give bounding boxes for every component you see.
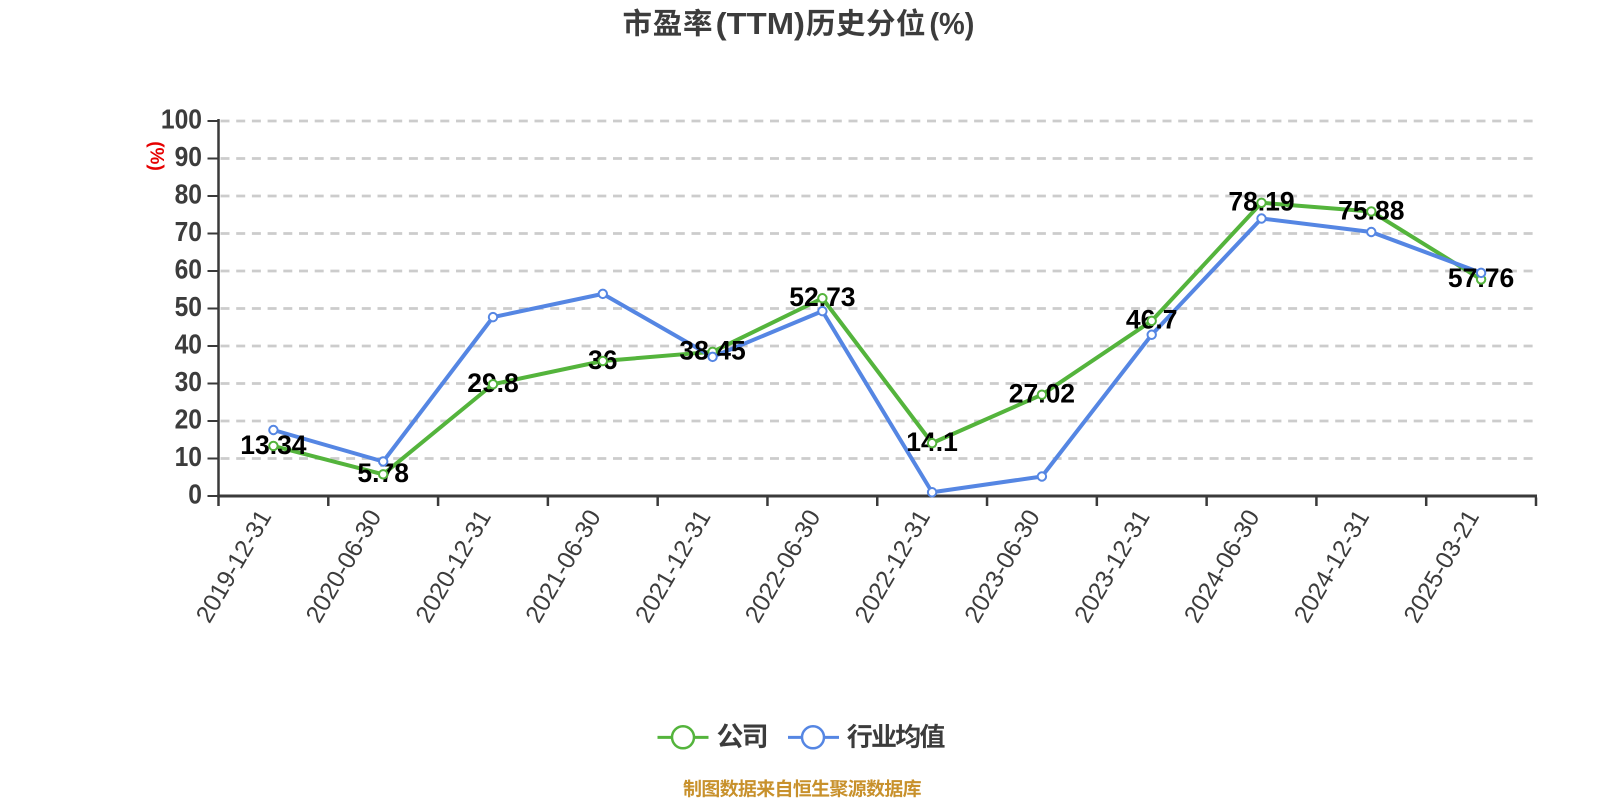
svg-text:(TTM): (TTM) — [716, 6, 805, 41]
svg-text:0: 0 — [188, 479, 202, 510]
svg-text:(%): (%) — [929, 6, 974, 41]
svg-text:40: 40 — [175, 329, 202, 360]
svg-text:80: 80 — [175, 179, 202, 210]
svg-text:100: 100 — [161, 104, 202, 135]
svg-text:2020-12-31: 2020-12-31 — [411, 506, 497, 628]
svg-text:2022-12-31: 2022-12-31 — [850, 506, 936, 628]
svg-text:2024-06-30: 2024-06-30 — [1179, 506, 1265, 628]
svg-text:2022-06-30: 2022-06-30 — [740, 506, 826, 628]
svg-text:(%): (%) — [146, 141, 167, 171]
svg-text:70: 70 — [175, 216, 202, 247]
svg-text:2019-12-31: 2019-12-31 — [191, 506, 277, 628]
svg-text:30: 30 — [175, 366, 202, 397]
svg-text:20: 20 — [175, 404, 202, 435]
svg-text:2023-06-30: 2023-06-30 — [960, 506, 1046, 628]
svg-text:60: 60 — [175, 254, 202, 285]
svg-text:10: 10 — [175, 441, 202, 472]
svg-text:2021-06-30: 2021-06-30 — [521, 506, 607, 628]
svg-text:2020-06-30: 2020-06-30 — [301, 506, 387, 628]
svg-text:90: 90 — [175, 141, 202, 172]
svg-text:50: 50 — [175, 291, 202, 322]
svg-text:2023-12-31: 2023-12-31 — [1070, 506, 1156, 628]
svg-text:2025-03-21: 2025-03-21 — [1399, 506, 1485, 628]
svg-text:2024-12-31: 2024-12-31 — [1289, 506, 1375, 628]
svg-text:2021-12-31: 2021-12-31 — [630, 506, 716, 628]
